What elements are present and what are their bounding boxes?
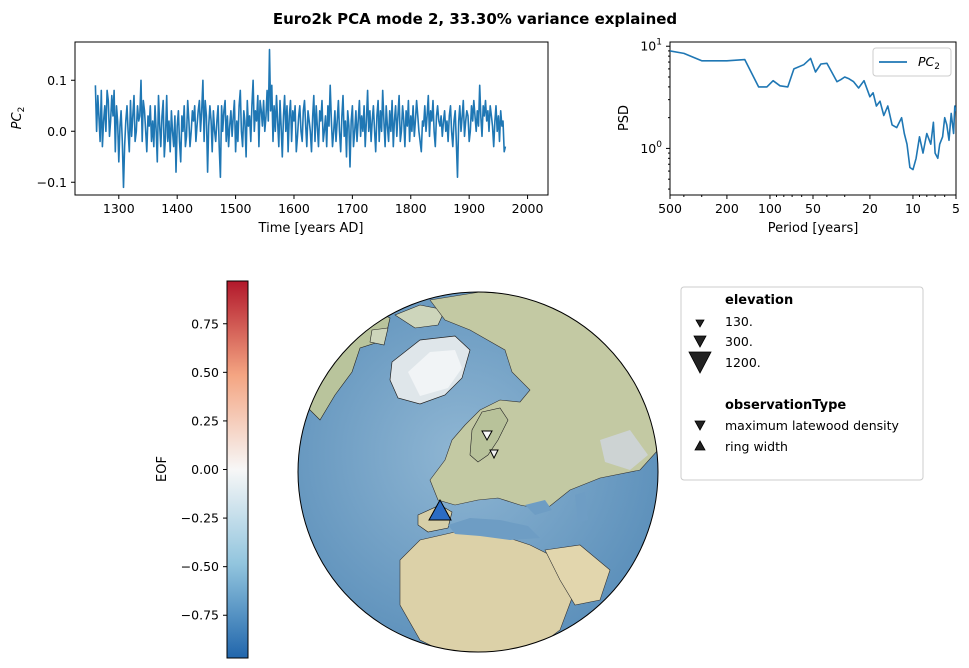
spectrum-panel: 500 200 100 50 20 10 5 100 101 Period [years] P… xyxy=(617,38,960,236)
timeseries-ylabel: PC2 xyxy=(10,107,27,130)
timeseries-xtick-label: 1300 xyxy=(103,201,135,216)
timeseries-yticks: −0.1 0.0 0.1 xyxy=(37,73,75,190)
legend-observation-item-1: maximum latewood density xyxy=(725,418,900,433)
legend-elevation-item-2: 300. xyxy=(725,334,753,349)
spectrum-xtick-label: 50 xyxy=(805,201,821,216)
spectrum-xtick-label: 200 xyxy=(715,201,739,216)
mediterranean-sea xyxy=(448,518,540,540)
legend-observation-title: observationType xyxy=(725,398,846,413)
figure-title: Euro2k PCA mode 2, 33.30% variance expla… xyxy=(273,10,677,28)
spectrum-ytick-label: 101 xyxy=(640,38,662,54)
spectrum-ytick-label: 100 xyxy=(640,140,662,156)
spectrum-xtick-label: 100 xyxy=(758,201,782,216)
arabia-land xyxy=(544,544,611,606)
timeseries-xlabel: Time [years AD] xyxy=(258,221,364,236)
timeseries-ytick-label: 0.1 xyxy=(47,73,67,88)
timeseries-xtick-label: 1600 xyxy=(278,201,310,216)
proxy-marker-latewood-1 xyxy=(481,430,493,442)
timeseries-xtick-label: 2000 xyxy=(512,201,544,216)
timeseries-panel: 1300 1400 1500 1600 1700 1800 1900 2000 −0.1 0.0… xyxy=(10,41,549,236)
proxy-marker-ring-width xyxy=(428,498,452,521)
eof-colorbar: 0.75 0.50 0.25 0.00 −0.25 −0.50 −0.75 EOF xyxy=(155,280,249,659)
timeseries-ytick-label: 0.0 xyxy=(47,124,67,139)
legend-elevation-marker-small xyxy=(695,319,705,328)
legend-elevation-item-1: 130. xyxy=(725,314,753,329)
colorbar-tick-label: 0.75 xyxy=(191,316,219,331)
colorbar-gradient xyxy=(226,280,249,659)
legend-observation-item-2: ring width xyxy=(725,439,788,454)
map-legend: elevation 130. 300. 1200. observationTyp… xyxy=(680,286,924,481)
timeseries-xtick-label: 1500 xyxy=(220,201,252,216)
legend-observation-marker-latewood xyxy=(694,420,706,431)
black-sea xyxy=(525,500,552,515)
spectrum-xlabel: Period [years] xyxy=(768,221,859,236)
timeseries-series-line xyxy=(94,48,507,189)
legend-observation-marker-ringwidth xyxy=(694,440,706,451)
spectrum-xtick-label: 10 xyxy=(905,201,921,216)
timeseries-xtick-label: 1800 xyxy=(395,201,427,216)
legend-elevation-item-3: 1200. xyxy=(725,355,761,370)
colorbar-ticks: 0.75 0.50 0.25 0.00 −0.25 −0.50 −0.75 xyxy=(181,316,227,623)
colorbar-tick-label: 0.25 xyxy=(191,413,219,428)
legend-elevation-title: elevation xyxy=(725,293,793,308)
timeseries-xticks: 1300 1400 1500 1600 1700 1800 1900 2000 xyxy=(103,195,544,216)
colorbar-tick-label: −0.25 xyxy=(181,511,219,526)
colorbar-label: EOF xyxy=(155,456,170,482)
spectrum-yticks: 100 101 xyxy=(640,38,670,190)
colorbar-tick-label: 0.00 xyxy=(191,462,219,477)
spectrum-series-line xyxy=(670,50,956,171)
globe-outline xyxy=(297,291,659,653)
globe-landmasses xyxy=(299,292,658,652)
greenland-icesheet xyxy=(408,350,462,396)
tibet-highlands xyxy=(600,430,648,470)
spectrum-legend: PC2 xyxy=(872,47,952,77)
colorbar-tick-label: −0.75 xyxy=(181,608,219,623)
spectrum-ylabel: PSD xyxy=(617,105,632,131)
spectrum-xtick-label: 20 xyxy=(862,201,878,216)
spectrum-xtick-label: 5 xyxy=(952,201,960,216)
proxy-marker-latewood-2 xyxy=(489,449,499,460)
map-legend-box xyxy=(680,286,924,481)
caspian-sea xyxy=(575,492,588,522)
timeseries-xtick-label: 1700 xyxy=(336,201,368,216)
colorbar-tick-label: 0.50 xyxy=(191,365,219,380)
legend-elevation-marker-medium xyxy=(693,335,707,348)
legend-elevation-marker-large xyxy=(688,351,712,374)
arctic-islands xyxy=(369,304,446,346)
globe-map xyxy=(297,291,659,653)
timeseries-xtick-label: 1400 xyxy=(161,201,193,216)
timeseries-xtick-label: 1900 xyxy=(453,201,485,216)
spectrum-xticks: 500 200 100 50 20 10 5 xyxy=(658,195,960,216)
spectrum-xtick-label: 500 xyxy=(658,201,682,216)
spectrum-legend-label: PC2 xyxy=(918,54,940,72)
timeseries-axes-frame xyxy=(74,41,549,196)
timeseries-ytick-label: −0.1 xyxy=(37,175,67,190)
colorbar-tick-label: −0.50 xyxy=(181,559,219,574)
